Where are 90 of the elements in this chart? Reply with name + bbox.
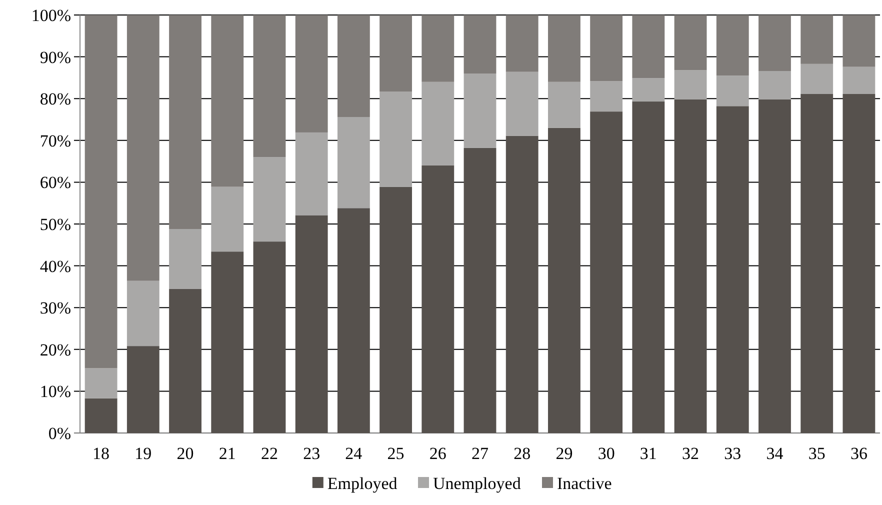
bar [337,208,370,433]
bar [295,132,328,216]
bar [84,15,118,368]
bar [506,72,538,136]
bar [84,398,118,433]
bar [674,99,707,433]
bar [590,112,623,433]
x-tick-label: 21 [218,444,236,463]
bar [295,15,328,132]
y-tick-label: 0% [48,424,71,443]
legend-label: Inactive [557,474,612,493]
bar [464,15,496,74]
y-tick-label: 50% [40,214,71,234]
bar [632,78,665,102]
bar [464,148,496,433]
x-tick-label: 22 [260,444,278,463]
legend-label: Employed [327,474,398,493]
bar [126,15,160,281]
bar [211,252,244,433]
x-tick-label: 19 [134,444,152,463]
x-tick-label: 31 [640,444,657,463]
x-tick-label: 18 [92,444,110,463]
bar [842,66,876,94]
bar [674,70,707,100]
bar [506,15,538,72]
bar [800,94,834,433]
x-tick-label: 35 [808,444,826,463]
bar [758,99,791,433]
legend-label: Unemployed [433,474,522,493]
y-tick-label: 60% [40,173,71,192]
y-tick-label: 30% [40,298,71,318]
bar [800,64,834,94]
x-tick-label: 30 [598,444,615,463]
bar [126,346,160,433]
bar [126,280,160,346]
bar [548,128,580,433]
x-tick-label: 34 [766,444,784,463]
bar [380,15,412,92]
bar [169,288,202,433]
bar [169,229,202,289]
bar [84,368,118,398]
bar [169,15,202,230]
y-tick-label: 90% [40,48,71,67]
bar [716,106,749,433]
bar [506,136,538,433]
bar [295,215,328,433]
y-tick-label: 70% [40,131,71,150]
x-tick-label: 28 [514,444,531,463]
bar [253,157,286,242]
bar [464,74,496,148]
y-tick-label: 10% [40,382,71,402]
bar [422,15,454,82]
bar [548,15,580,82]
y-tick-label: 100% [31,6,71,25]
bar [758,15,791,72]
y-tick-label: 80% [40,90,71,109]
bar [716,15,749,76]
bar [632,102,665,433]
y-tick-label: 40% [40,256,71,276]
x-tick-label: 25 [387,444,404,463]
bar [842,94,876,433]
bar [590,15,623,82]
bar [337,15,370,117]
bar [422,165,454,433]
x-tick-label: 24 [345,444,363,463]
bar [674,15,707,70]
bar [842,15,876,67]
bar [590,81,623,112]
bar [380,91,412,187]
bar [800,15,834,64]
bar [422,82,454,166]
bar [211,186,244,252]
y-tick-label: 20% [40,340,71,360]
bar [548,82,580,128]
x-tick-label: 27 [472,444,489,463]
x-tick-label: 32 [682,444,700,463]
x-tick-label: 23 [303,444,320,463]
bar [716,76,749,106]
bar [211,15,244,187]
x-tick-label: 36 [850,444,868,463]
bar [632,15,665,78]
bar [758,71,791,100]
bar [337,116,370,208]
x-tick-label: 20 [176,444,194,463]
bar [253,15,286,158]
x-tick-label: 26 [429,444,446,463]
x-tick-label: 33 [724,444,742,463]
x-tick-label: 29 [556,444,573,463]
bar [380,186,412,433]
bar [253,242,286,433]
